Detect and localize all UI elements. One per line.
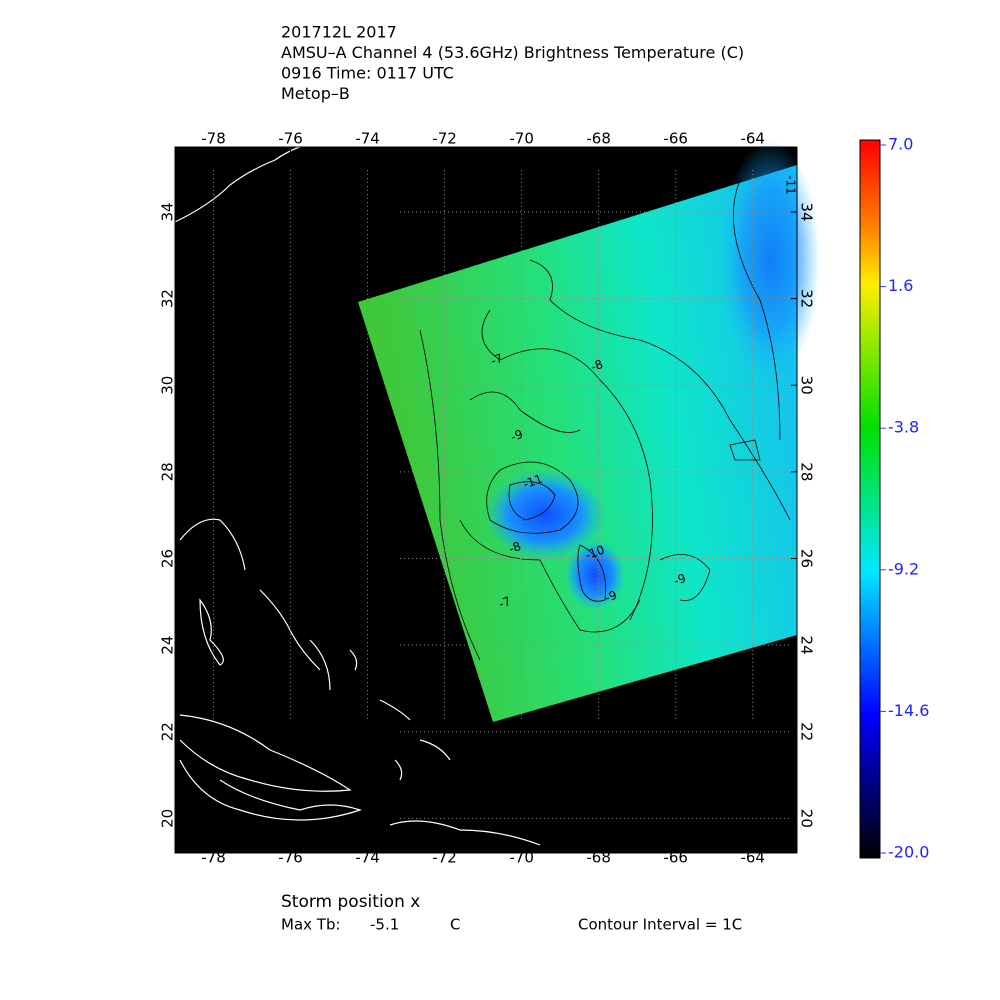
colorbar-label: 7.0 — [888, 135, 913, 154]
lat-label-left: 20 — [159, 809, 177, 828]
max-tb-value: -5.1 — [370, 916, 399, 934]
coastlines — [174, 146, 541, 846]
lat-label-left: 30 — [159, 376, 177, 395]
contour-label: -11 — [784, 175, 798, 195]
contour-label: -7 — [497, 594, 513, 611]
lon-label-top: -66 — [663, 130, 688, 148]
max-tb-unit: C — [450, 916, 460, 934]
lat-label-left: 24 — [159, 636, 177, 655]
contour-label: -9 — [603, 588, 619, 605]
contour-label: -9 — [509, 427, 525, 444]
lon-label-bottom: -68 — [586, 849, 611, 867]
contours — [419, 179, 791, 661]
cold-region — [720, 140, 820, 380]
storm-position: Storm position x — [281, 892, 420, 912]
lon-label-top: -72 — [432, 130, 457, 148]
lon-label-top: -64 — [740, 130, 765, 148]
colorbar-label: 1.6 — [888, 276, 913, 295]
lat-label-right: 22 — [798, 722, 816, 741]
map-frame — [174, 146, 798, 854]
contour-label: -11 — [521, 472, 544, 492]
lat-label-left: 28 — [159, 462, 177, 481]
title-line: Metop–B — [281, 84, 350, 103]
lon-label-top: -76 — [278, 130, 303, 148]
lon-label-top: -70 — [509, 130, 534, 148]
lon-label-bottom: -74 — [355, 849, 380, 867]
lat-label-right: 34 — [798, 202, 816, 221]
lon-label-top: -74 — [355, 130, 380, 148]
lat-label-right: 24 — [798, 636, 816, 655]
contour-interval: Contour Interval = 1C — [578, 916, 742, 934]
colorbar — [859, 139, 881, 859]
lat-label-right: 30 — [798, 376, 816, 395]
colorbar-label: -3.8 — [888, 418, 919, 437]
contour-label: -10 — [583, 543, 606, 563]
lon-label-bottom: -72 — [432, 849, 457, 867]
title-line: AMSU–A Channel 4 (53.6GHz) Brightness Te… — [281, 43, 744, 62]
contour-label: -7 — [489, 351, 505, 368]
title-line: 201712L 2017 — [281, 23, 397, 42]
max-tb-label: Max Tb: — [281, 916, 341, 934]
lat-label-right: 26 — [798, 549, 816, 568]
lon-label-bottom: -64 — [740, 849, 765, 867]
colorbar-label: -20.0 — [888, 843, 929, 862]
lat-label-right: 28 — [798, 462, 816, 481]
lat-label-left: 34 — [159, 202, 177, 221]
lon-label-bottom: -78 — [201, 849, 226, 867]
lat-label-right: 32 — [798, 289, 816, 308]
lat-label-left: 22 — [159, 722, 177, 741]
lon-label-bottom: -66 — [663, 849, 688, 867]
lon-label-bottom: -70 — [509, 849, 534, 867]
lat-label-left: 26 — [159, 549, 177, 568]
title-line: 0916 Time: 0117 UTC — [281, 64, 454, 83]
storm-core — [565, 540, 625, 610]
colorbar-label: -9.2 — [888, 559, 919, 578]
lat-label-right: 20 — [798, 809, 816, 828]
storm-core — [485, 470, 605, 560]
lon-label-top: -68 — [586, 130, 611, 148]
lat-label-left: 32 — [159, 289, 177, 308]
colorbar-label: -14.6 — [888, 701, 929, 720]
contour-label: -8 — [507, 539, 523, 556]
contour-label: -8 — [589, 357, 605, 374]
lon-label-bottom: -76 — [278, 849, 303, 867]
swath — [358, 165, 797, 722]
contour-label: -9 — [672, 571, 688, 588]
lon-label-top: -78 — [201, 130, 226, 148]
